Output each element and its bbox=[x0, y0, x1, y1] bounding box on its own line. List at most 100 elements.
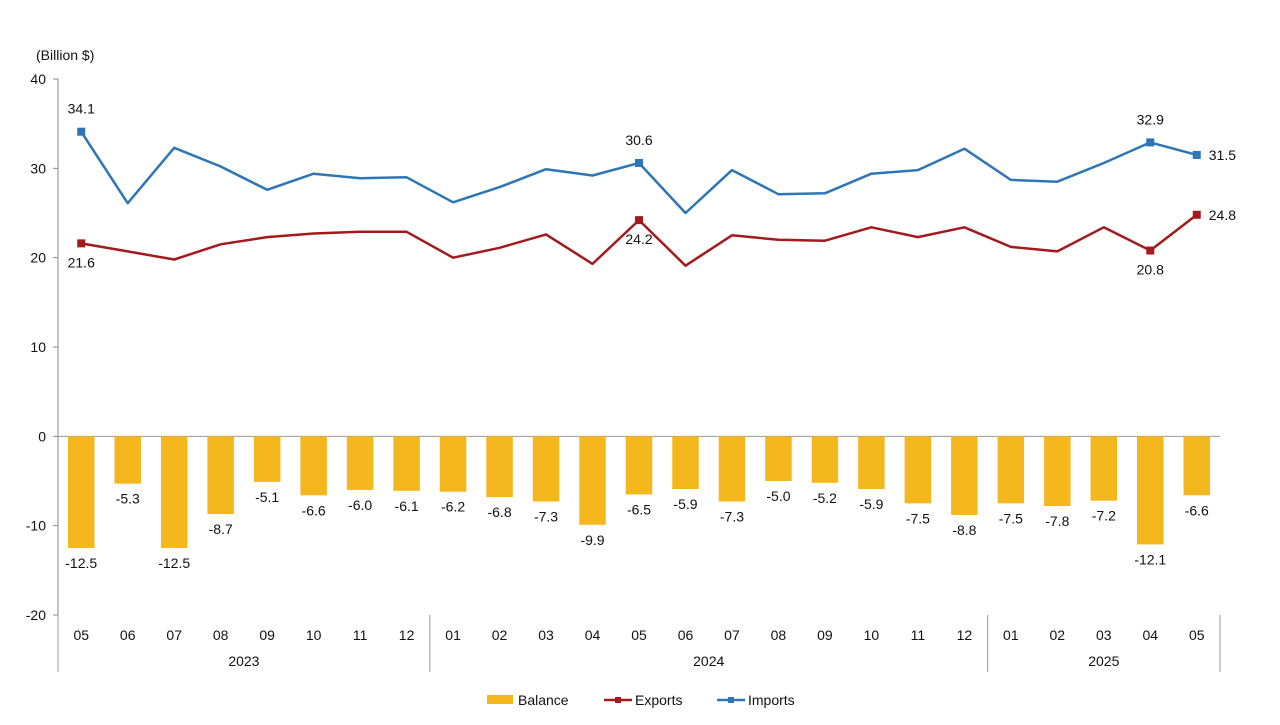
balance-bars bbox=[67, 436, 1211, 548]
x-tick-label: 01 bbox=[445, 627, 461, 643]
legend: Balance Exports Imports bbox=[487, 692, 795, 708]
x-tick-label: 02 bbox=[1050, 627, 1066, 643]
imports-data-label: 31.5 bbox=[1209, 147, 1236, 163]
bar-data-label: -6.1 bbox=[395, 498, 419, 514]
bar-data-label: -6.6 bbox=[302, 502, 326, 518]
bar-data-label: -5.2 bbox=[813, 490, 837, 506]
bar-data-label: -5.1 bbox=[255, 489, 279, 505]
bar-data-label: -5.3 bbox=[116, 491, 140, 507]
x-tick-label: 07 bbox=[724, 627, 740, 643]
bar-data-label: -7.2 bbox=[1092, 508, 1116, 524]
bar-data-label: -6.6 bbox=[1185, 502, 1209, 518]
bar-data-label: -8.8 bbox=[952, 522, 976, 538]
series-lines bbox=[77, 127, 1201, 267]
y-tick-label: -10 bbox=[26, 518, 46, 534]
x-tick-label: 05 bbox=[631, 627, 647, 643]
y-tick-label: -20 bbox=[26, 607, 46, 623]
bar-data-label: -7.5 bbox=[999, 510, 1023, 526]
balance-bar bbox=[811, 436, 839, 483]
balance-bar bbox=[997, 436, 1025, 504]
x-tick-label: 03 bbox=[1096, 627, 1112, 643]
x-tick-label: 06 bbox=[120, 627, 136, 643]
bar-data-label: -5.0 bbox=[766, 488, 790, 504]
exports-data-label: 24.8 bbox=[1209, 207, 1236, 223]
x-tick-label: 12 bbox=[399, 627, 415, 643]
x-tick-label: 11 bbox=[353, 627, 368, 643]
axes: -20 -10 01 02 03 04 0 05 06 07 08 09 10 11 12 01 02 03 04 0… bbox=[26, 71, 1221, 672]
balance-bar bbox=[1183, 436, 1211, 496]
bar-data-label: -5.9 bbox=[859, 496, 883, 512]
bar-data-label: -5.9 bbox=[673, 496, 697, 512]
balance-bar bbox=[579, 436, 606, 525]
balance-bar bbox=[532, 436, 560, 502]
bar-data-label: -6.2 bbox=[441, 499, 465, 515]
bar-data-label: -6.5 bbox=[627, 501, 651, 517]
y-unit-label: (Billion $) bbox=[36, 47, 94, 63]
bar-data-label: -8.7 bbox=[209, 521, 233, 537]
balance-bar bbox=[858, 436, 885, 490]
bar-data-label: -9.9 bbox=[580, 532, 604, 548]
balance-bar bbox=[672, 436, 699, 490]
bar-data-label: -7.3 bbox=[534, 509, 558, 525]
balance-bar bbox=[67, 436, 95, 548]
x-tick-label: 12 bbox=[957, 627, 973, 643]
x-tick-label: 08 bbox=[771, 627, 787, 643]
bar-data-label: -12.5 bbox=[65, 555, 97, 571]
balance-bar bbox=[904, 436, 932, 504]
x-tick-label: 05 bbox=[1189, 627, 1205, 643]
legend-swatch-balance bbox=[487, 695, 513, 704]
balance-bar bbox=[207, 436, 234, 515]
x-tick-label: 10 bbox=[306, 627, 322, 643]
bar-data-label: -12.5 bbox=[158, 555, 190, 571]
bar-data-label: -6.0 bbox=[348, 497, 372, 513]
x-tick-label: 04 bbox=[1142, 627, 1158, 643]
balance-bar bbox=[486, 436, 513, 498]
y-tick-label: 20 bbox=[30, 250, 46, 266]
balance-bar bbox=[1137, 436, 1164, 545]
x-tick-label: 11 bbox=[911, 627, 926, 643]
balance-bar bbox=[718, 436, 746, 502]
x-tick-label: 03 bbox=[538, 627, 554, 643]
x-tick-label: 09 bbox=[259, 627, 275, 643]
balance-bar bbox=[114, 436, 141, 484]
x-tick-label: 04 bbox=[585, 627, 601, 643]
exports-marker bbox=[635, 216, 643, 225]
imports-data-label: 34.1 bbox=[68, 101, 95, 117]
exports-marker bbox=[1146, 246, 1155, 255]
data-labels: -12.5 -5.3 -12.5 -8.7 -5.1 -6.6 -6.0 -6.1 -6.2 -6… bbox=[65, 101, 1236, 571]
y-tick-label: 10 bbox=[30, 339, 46, 355]
imports-marker bbox=[635, 158, 643, 167]
balance-bar bbox=[625, 436, 653, 495]
x-tick-label: 01 bbox=[1003, 627, 1019, 643]
balance-bar bbox=[160, 436, 188, 548]
balance-bar bbox=[393, 436, 420, 491]
x-tick-label: 09 bbox=[817, 627, 833, 643]
bar-data-label: -7.8 bbox=[1045, 513, 1069, 529]
imports-data-label: 32.9 bbox=[1137, 111, 1164, 127]
balance-bar bbox=[1044, 436, 1071, 507]
exports-marker bbox=[77, 239, 86, 248]
year-label: 2025 bbox=[1088, 653, 1119, 669]
legend-label-balance: Balance bbox=[518, 692, 569, 708]
x-tick-label: 06 bbox=[678, 627, 694, 643]
bar-data-label: -6.8 bbox=[487, 504, 511, 520]
legend-marker-exports bbox=[615, 697, 621, 703]
y-tick-label: 30 bbox=[30, 160, 46, 176]
imports-marker bbox=[77, 127, 86, 136]
balance-bar bbox=[346, 436, 374, 490]
year-label: 2024 bbox=[693, 653, 724, 669]
legend-marker-imports bbox=[728, 697, 734, 703]
bar-data-label: -7.5 bbox=[906, 510, 930, 526]
x-tick-label: 10 bbox=[864, 627, 880, 643]
imports-marker bbox=[1146, 138, 1155, 147]
y-tick-label: 0 bbox=[38, 428, 46, 444]
balance-bar bbox=[765, 436, 792, 481]
balance-bar bbox=[951, 436, 978, 515]
balance-bar bbox=[439, 436, 467, 492]
x-tick-label: 02 bbox=[492, 627, 508, 643]
year-label: 2023 bbox=[228, 653, 259, 669]
balance-bar bbox=[1090, 436, 1118, 501]
exports-data-label: 21.6 bbox=[68, 254, 95, 270]
balance-bar bbox=[300, 436, 327, 496]
